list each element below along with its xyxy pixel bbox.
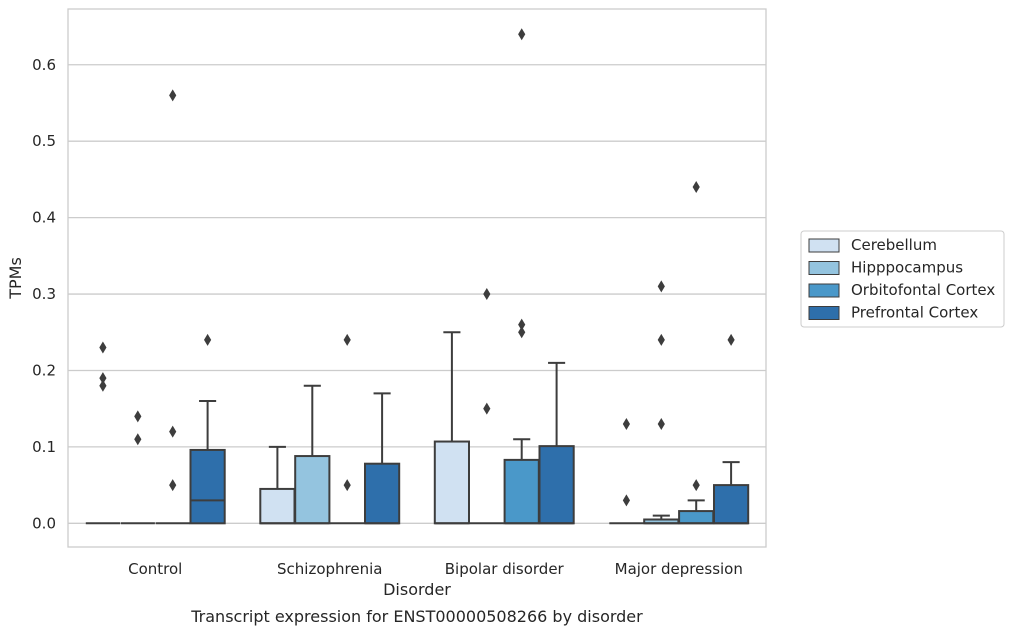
outlier-point [169,425,177,438]
y-tick-label: 0.1 [32,438,56,456]
outlier-point [518,28,526,41]
outlier-point [134,410,142,423]
outlier-point [657,280,665,293]
figure-caption: Transcript expression for ENST0000050826… [190,607,643,626]
outlier-point [657,333,665,346]
outlier-point [727,333,735,346]
x-tick-label: Bipolar disorder [445,560,565,578]
outlier-point [169,89,177,102]
outlier-point [343,479,351,492]
legend-swatch [808,283,840,298]
box-body [503,458,540,525]
x-tick-labels: Control Schizophrenia Bipolar disorder Majo… [128,560,743,578]
box-body [294,455,331,525]
outlier-point [622,417,630,430]
outlier-point [204,333,212,346]
legend-label: Orbitofontal Cortex [851,281,995,299]
legend-label: Cerebellum [851,236,937,254]
legend-label: Prefrontal Cortex [851,304,978,322]
outlier-point [99,341,107,354]
box-body [712,484,750,525]
y-tick-label: 0.2 [32,361,56,379]
x-axis-label: Disorder [383,580,451,599]
outlier-point [518,326,526,339]
y-tick-label: 0.0 [32,514,56,532]
legend-swatch [808,261,840,275]
legend-frame [800,230,1005,328]
outlier-point [134,433,142,446]
box-body [538,445,575,525]
outlier-point [622,494,630,507]
y-tick-labels: 0.0 0.1 0.2 0.3 0.4 0.5 0.6 [32,56,56,533]
legend-swatch [808,306,840,320]
y-tick-label: 0.4 [32,209,56,227]
legend: Cerebellum Hipppocampus Orbitofontal Corte… [800,230,1005,328]
x-tick-label: Control [128,560,182,578]
plot-frame [67,8,767,548]
box-body [189,448,226,525]
legend-items: Cerebellum Hipppocampus Orbitofontal Corte… [808,236,995,322]
y-tick-label: 0.3 [32,285,56,303]
box-body [678,510,715,525]
box-body [363,462,401,525]
outlier-point [692,479,700,492]
outlier-point [518,318,526,331]
outlier-point [483,288,491,301]
y-tick-label: 0.5 [32,132,56,150]
outlier-point [99,379,107,392]
y-tick-label: 0.6 [32,56,56,74]
box-body [259,487,296,525]
x-tick-label: Major depression [615,560,743,578]
outlier-point [99,372,107,385]
outlier-point [483,402,491,415]
box-marks [85,28,750,525]
outlier-point [692,181,700,194]
legend-swatch [808,238,840,253]
legend-label: Hipppocampus [851,259,963,277]
box-body [433,440,471,525]
x-tick-label: Schizophrenia [277,560,382,578]
y-axis-label: TPMs [6,257,25,300]
outlier-point [657,417,665,430]
outlier-point [343,333,351,346]
outlier-point [169,479,177,492]
